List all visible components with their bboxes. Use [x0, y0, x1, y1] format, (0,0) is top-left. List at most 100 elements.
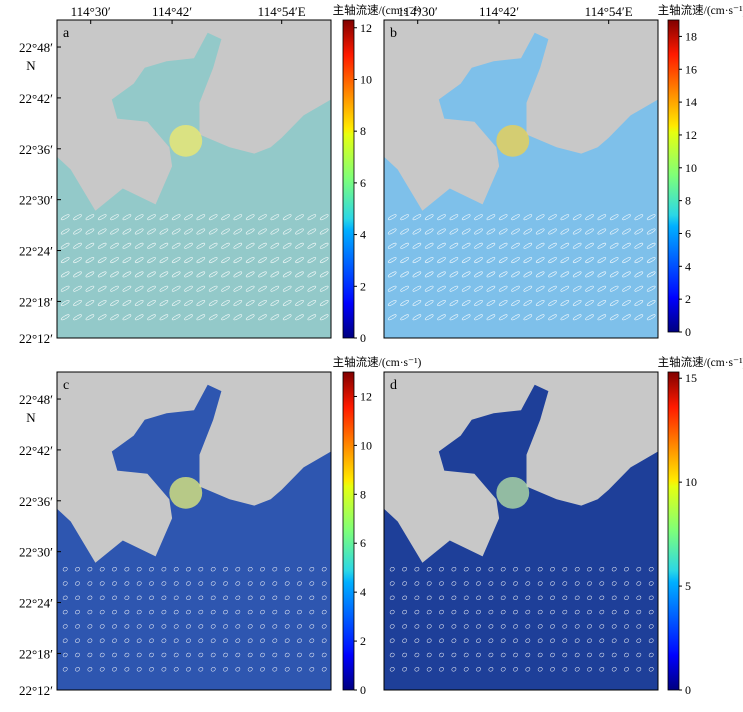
tidal-ellipse [599, 609, 605, 615]
panel-frame [383, 371, 659, 691]
tidal-ellipse [112, 595, 117, 601]
tidal-ellipse [474, 285, 483, 292]
tidal-ellipse [648, 609, 654, 615]
tidal-ellipse [400, 257, 409, 264]
tidal-ellipse [562, 566, 568, 572]
tidal-ellipse [258, 242, 267, 249]
tidal-ellipse [414, 581, 420, 586]
colorbar-tick-label: 18 [685, 29, 697, 43]
tidal-ellipse [147, 242, 156, 249]
tidal-ellipse [245, 214, 255, 221]
colorbar-title: 主轴流速/(cm·s⁻¹) [333, 3, 422, 17]
tidal-ellipse [636, 595, 642, 601]
tidal-ellipse [387, 242, 397, 249]
tidal-ellipse [523, 228, 533, 235]
colorbar [667, 371, 680, 691]
colorbar-tick-label: 0 [360, 683, 366, 697]
tidal-ellipse [574, 581, 580, 586]
tidal-ellipse [258, 300, 267, 306]
tidal-ellipse [426, 595, 432, 601]
tidal-ellipse [611, 595, 617, 601]
tidal-ellipse [486, 271, 496, 278]
tidal-ellipse [449, 228, 459, 235]
tidal-ellipse [525, 638, 531, 643]
tidal-ellipse [60, 314, 70, 321]
tidal-ellipse [233, 214, 243, 221]
tidal-ellipse [609, 228, 619, 235]
tidal-ellipse [124, 624, 130, 629]
tidal-ellipse [85, 285, 95, 292]
tidal-ellipse [233, 314, 243, 321]
tidal-ellipse [572, 285, 582, 292]
panel-d: d 主轴流速/(cm·s⁻¹) 0 5 10 15 [383, 355, 743, 697]
tidal-ellipse [147, 228, 156, 235]
tidal-ellipse [562, 667, 568, 672]
tidal-ellipse [171, 228, 181, 235]
tidal-ellipse [622, 314, 631, 321]
lon-tick-label: 114°30′ [398, 4, 438, 19]
tidal-ellipse [297, 667, 302, 672]
tidal-ellipse [622, 285, 631, 292]
tidal-ellipse [646, 242, 656, 249]
tidal-ellipse [73, 314, 82, 321]
lat-tick-label: 22°12′ [19, 331, 53, 346]
tidal-ellipse [476, 652, 481, 658]
colorbar-tick-label: 0 [685, 325, 691, 339]
tidal-ellipse [159, 228, 169, 235]
tidal-ellipse [624, 581, 629, 586]
tidal-ellipse [439, 566, 444, 572]
tidal-ellipse [134, 285, 144, 292]
tidal-ellipse [560, 314, 570, 321]
tidal-ellipse [400, 300, 409, 306]
tidal-ellipse [112, 609, 117, 615]
tidal-ellipse [439, 581, 444, 586]
tidal-ellipse [73, 228, 82, 235]
tidal-ellipse [474, 242, 483, 249]
tidal-ellipse [260, 667, 265, 672]
tidal-ellipse [85, 228, 95, 235]
tidal-ellipse [161, 624, 167, 629]
tidal-ellipse [60, 300, 70, 306]
tidal-ellipse [221, 300, 230, 306]
tidal-ellipse [235, 667, 241, 672]
tidal-ellipse [537, 595, 543, 601]
tidal-ellipse [511, 271, 520, 278]
tidal-ellipse [424, 242, 434, 249]
tidal-ellipse [221, 214, 230, 221]
tidal-ellipse [463, 652, 469, 658]
tidal-ellipse [560, 300, 570, 306]
tidal-ellipse [122, 257, 132, 264]
tidal-ellipse [149, 581, 154, 586]
tidal-ellipse [511, 242, 520, 249]
tidal-ellipse [85, 257, 95, 264]
tidal-ellipse [196, 314, 206, 321]
tidal-ellipse [124, 581, 130, 586]
tidal-ellipse [309, 581, 315, 586]
colorbar-title: 主轴流速/(cm·s⁻¹) [658, 355, 743, 369]
tidal-ellipse [562, 652, 568, 658]
tidal-ellipse [426, 581, 432, 586]
lat-unit-label: N [26, 58, 36, 73]
tidal-ellipse [648, 566, 654, 572]
colorbar [342, 19, 355, 339]
tidal-ellipse [609, 300, 619, 306]
tidal-ellipse [198, 652, 204, 658]
tidal-ellipse [223, 595, 228, 601]
tidal-ellipse [171, 285, 181, 292]
tidal-ellipse [208, 242, 218, 249]
tidal-ellipse [585, 314, 594, 321]
tidal-ellipse [636, 638, 642, 643]
colorbar-tick-label: 12 [685, 128, 697, 142]
tidal-ellipse [198, 667, 204, 672]
panel-frame [56, 371, 332, 691]
lon-tick-label: 114°54′E [585, 4, 633, 19]
colorbar-tick-label: 12 [360, 21, 372, 35]
tidal-ellipse [186, 609, 191, 615]
tidal-ellipse [321, 581, 327, 586]
tidal-ellipse [245, 257, 255, 264]
tidal-ellipse [122, 228, 132, 235]
tidal-ellipse [513, 609, 518, 615]
tidal-ellipse [97, 314, 107, 321]
tidal-ellipse [75, 624, 80, 629]
tidal-ellipse [486, 242, 496, 249]
